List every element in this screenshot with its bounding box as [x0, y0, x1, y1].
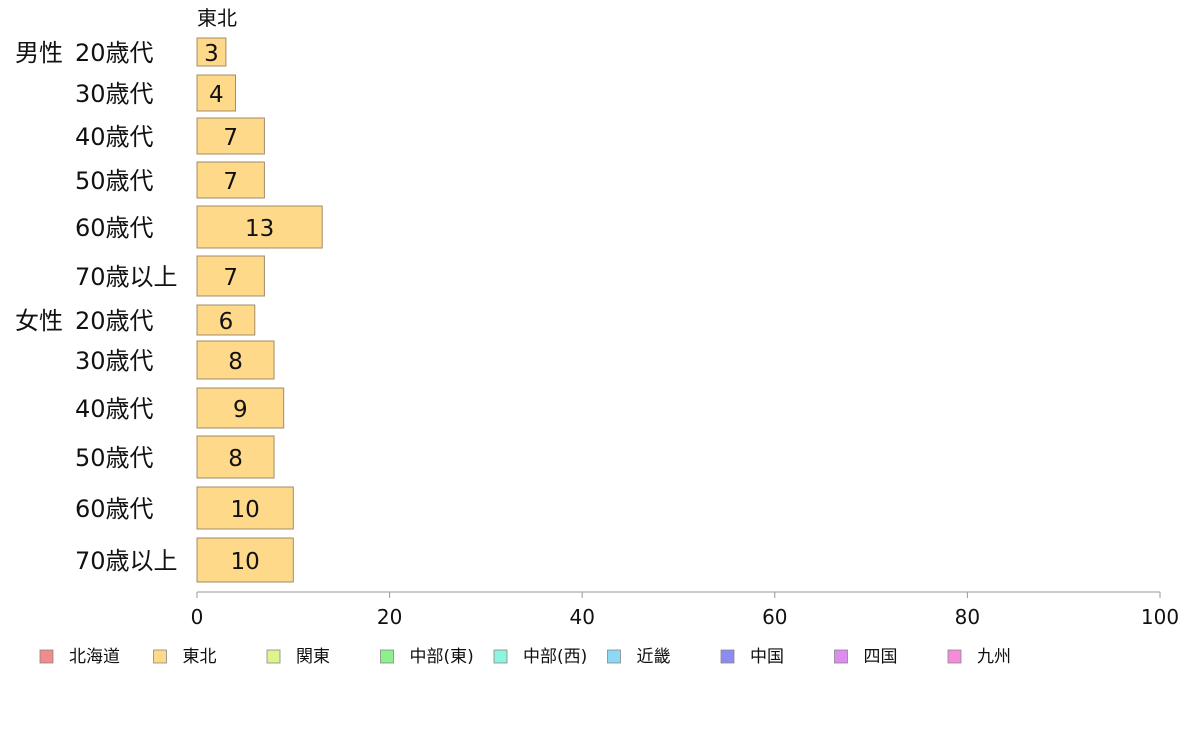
data-label: 6 — [219, 309, 234, 335]
legend-label: 九州 — [977, 647, 1011, 667]
data-label: 10 — [231, 549, 260, 575]
legend-label: 中部(東) — [410, 647, 474, 667]
x-tick-label: 60 — [762, 605, 787, 629]
legend-label: 東北 — [183, 647, 217, 667]
x-tick-label: 20 — [377, 605, 402, 629]
group-label: 男性 — [15, 39, 63, 67]
category-label: 30歳代 — [75, 347, 154, 375]
legend-label: 中部(西) — [523, 647, 587, 667]
legend-swatch — [39, 649, 54, 664]
data-label: 8 — [228, 446, 243, 472]
category-label: 70歳以上 — [75, 263, 178, 291]
data-label: 7 — [223, 169, 238, 195]
bar — [196, 37, 227, 67]
data-label: 9 — [233, 397, 248, 423]
legend-swatch — [720, 649, 735, 664]
x-tick-label: 40 — [569, 605, 594, 629]
bar — [196, 205, 323, 249]
category-label: 50歳代 — [75, 167, 154, 195]
category-label: 60歳代 — [75, 214, 154, 242]
category-label: 50歳代 — [75, 444, 154, 472]
category-label: 40歳代 — [75, 395, 154, 423]
x-tick-label: 80 — [955, 605, 980, 629]
bar — [196, 340, 275, 380]
bar — [196, 255, 265, 297]
category-label: 70歳以上 — [75, 547, 178, 575]
data-label: 3 — [204, 41, 219, 67]
legend-label: 四国 — [864, 647, 898, 667]
bar — [196, 486, 294, 530]
x-tick-label: 100 — [1141, 605, 1179, 629]
bar — [196, 387, 285, 429]
data-label: 7 — [223, 125, 238, 151]
legend-swatch — [493, 649, 508, 664]
legend-label: 中国 — [750, 647, 784, 667]
category-label: 40歳代 — [75, 123, 154, 151]
legend-swatch — [947, 649, 962, 664]
bar — [196, 537, 294, 583]
category-label: 20歳代 — [75, 39, 154, 67]
region-label: 東北 — [197, 6, 237, 30]
category-label: 30歳代 — [75, 80, 154, 108]
legend-swatch — [153, 649, 167, 664]
data-label: 13 — [245, 216, 274, 242]
bar — [196, 435, 275, 479]
data-label: 4 — [209, 82, 224, 108]
data-label: 8 — [228, 349, 243, 375]
category-label: 60歳代 — [75, 495, 154, 523]
category-label: 20歳代 — [75, 307, 154, 335]
legend-swatch — [380, 649, 394, 664]
bar — [196, 117, 265, 155]
data-label: 10 — [231, 497, 260, 523]
data-label: 7 — [223, 265, 238, 291]
legend-label: 関東 — [296, 647, 330, 667]
legend-swatch — [834, 649, 848, 664]
bar — [196, 304, 256, 336]
legend-swatch — [266, 649, 281, 664]
legend-label: 北海道 — [69, 647, 120, 667]
group-label: 女性 — [15, 307, 63, 335]
bar — [196, 74, 237, 112]
bar — [196, 161, 265, 199]
legend-label: 近畿 — [637, 647, 671, 667]
legend-swatch — [607, 649, 621, 664]
x-tick-label: 0 — [191, 605, 204, 629]
